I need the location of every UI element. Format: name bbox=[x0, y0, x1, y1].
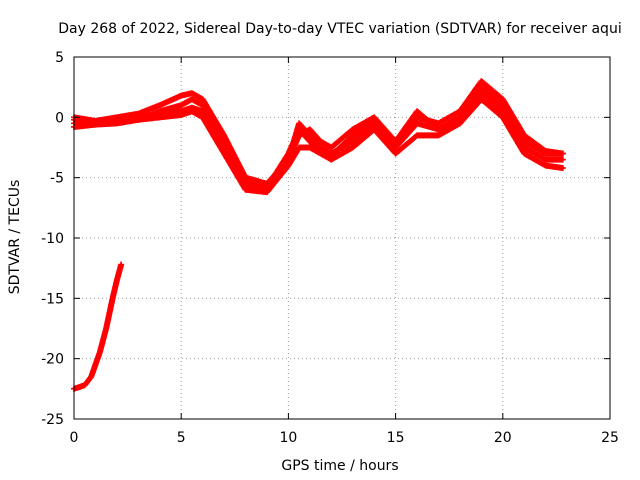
x-tick-label: 5 bbox=[177, 430, 186, 446]
x-tick-label: 10 bbox=[279, 430, 297, 446]
data-point bbox=[118, 261, 125, 268]
series-trace-3 bbox=[71, 96, 566, 196]
data-series bbox=[71, 78, 566, 392]
series-trace-5 bbox=[71, 261, 125, 392]
y-tick-label: -10 bbox=[41, 231, 64, 247]
x-tick-label: 25 bbox=[601, 430, 619, 446]
axes: 0 5 10 15 20 25 -25 -20 -15 -10 -5 0 5 bbox=[41, 50, 619, 446]
x-tick-label: 0 bbox=[70, 430, 79, 446]
chart-title: Day 268 of 2022, Sidereal Day-to-day VTE… bbox=[58, 21, 621, 37]
x-tick-label: 15 bbox=[387, 430, 405, 446]
y-tick-label: -5 bbox=[50, 171, 64, 187]
y-tick-label: -25 bbox=[41, 412, 64, 428]
series-trace-4 bbox=[71, 78, 566, 191]
y-tick-label: -20 bbox=[41, 352, 64, 368]
y-axis-label: SDTVAR / TECUs bbox=[7, 180, 23, 295]
x-tick-label: 20 bbox=[494, 430, 512, 446]
y-tick-label: 5 bbox=[55, 50, 64, 66]
x-axis-label: GPS time / hours bbox=[281, 458, 398, 474]
y-tick-label: -15 bbox=[41, 291, 64, 307]
data-point bbox=[559, 150, 566, 157]
data-point bbox=[559, 156, 566, 163]
data-point bbox=[559, 165, 566, 172]
y-tick-label: 0 bbox=[55, 110, 64, 126]
